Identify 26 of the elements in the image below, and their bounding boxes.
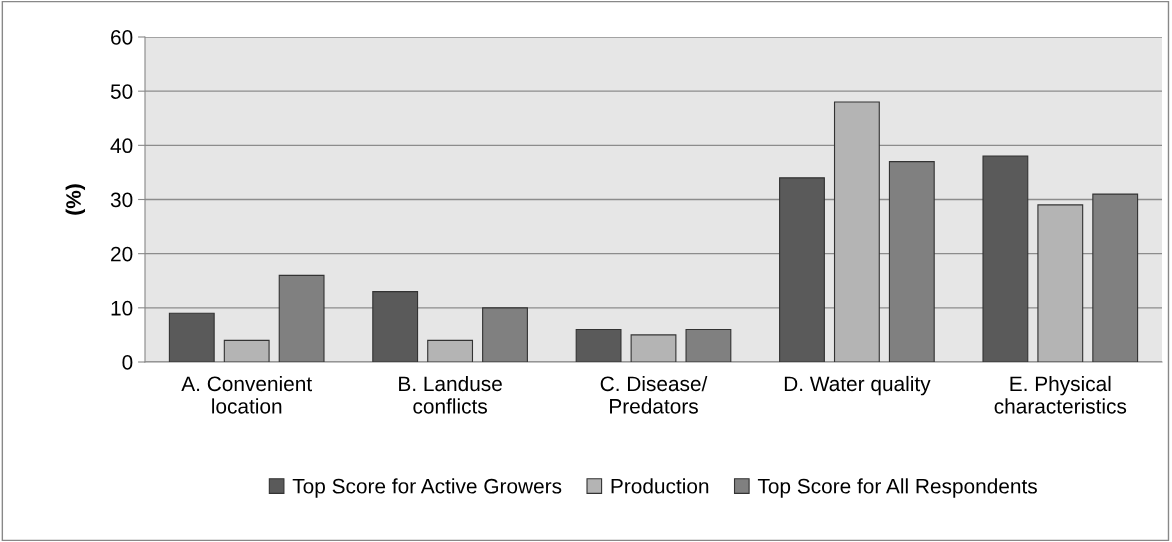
- legend-label: Top Score for Active Growers: [292, 478, 562, 498]
- x-tick-label: C. Disease/ Predators: [600, 375, 708, 414]
- y-tick-label: 50: [110, 84, 133, 99]
- bar: [779, 177, 825, 362]
- y-axis-title: (%): [65, 184, 86, 215]
- y-tick-label: 40: [110, 138, 133, 154]
- bar: [833, 101, 880, 362]
- legend-label: Top Score for All Respondents: [757, 478, 1037, 498]
- y-tick-label: 30: [110, 192, 133, 208]
- bar: [372, 291, 419, 362]
- y-tick-label: 20: [111, 246, 133, 262]
- bar: [427, 339, 474, 362]
- bar: [1037, 204, 1084, 362]
- x-tick-label: E. Physical characteristics: [994, 375, 1127, 414]
- y-tick-label: 0: [122, 355, 133, 370]
- bar: [982, 155, 1029, 362]
- bar: [630, 334, 677, 362]
- y-tick-label: 10: [111, 300, 133, 316]
- legend-label: Production: [611, 478, 709, 494]
- y-tick-label: 60: [111, 30, 133, 45]
- bar: [168, 312, 215, 362]
- bar: [223, 339, 270, 362]
- x-tick-label: A. Convenient location: [181, 375, 312, 414]
- bar: [575, 328, 622, 362]
- x-tick-label: B. Landuse conflicts: [399, 375, 502, 414]
- x-tick-label: D. Water quality: [784, 375, 931, 396]
